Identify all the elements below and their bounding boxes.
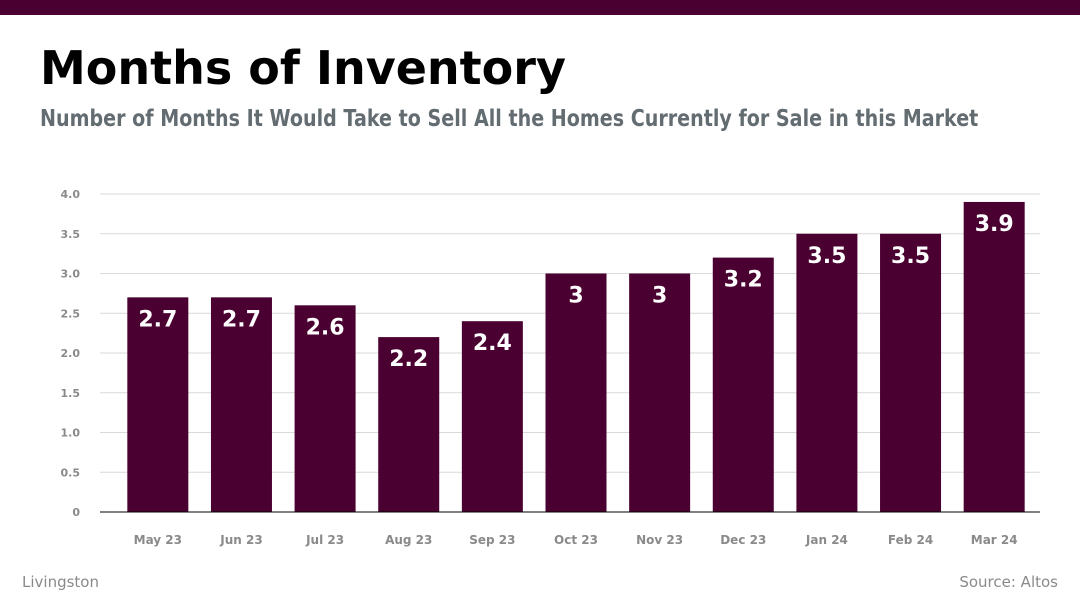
y-tick-label: 0 [72,506,80,519]
y-tick-label: 2.5 [61,307,81,320]
page-title: Months of Inventory [40,41,566,95]
data-label: 2.2 [389,347,428,372]
bar [712,257,774,512]
y-tick-label: 4.0 [61,188,81,201]
x-tick-label: Feb 24 [888,533,933,547]
y-tick-label: 1.0 [61,427,81,440]
y-tick-label: 1.5 [61,387,81,400]
y-axis-tick-labels: 0 0.5 1.0 1.5 2.0 2.5 3.0 3.5 4.0 [61,188,81,519]
x-tick-label: Nov 23 [636,533,683,547]
bar [796,233,858,512]
x-tick-label: Aug 23 [385,533,432,547]
x-tick-label: Jun 23 [219,533,262,547]
x-axis-tick-labels: May 23 Jun 23 Jul 23 Aug 23 Sep 23 Oct 23 Nov … [134,533,1018,547]
top-accent-band [0,0,1080,15]
x-tick-label: May 23 [134,533,182,547]
data-label: 3 [568,284,583,309]
bars [127,201,1025,512]
bar [127,297,189,512]
data-label: 3.5 [807,244,846,269]
y-tick-label: 3.5 [61,228,81,241]
data-label: 3.9 [975,212,1014,237]
data-label: 2.7 [138,307,177,332]
x-tick-label: Mar 24 [971,533,1018,547]
data-label: 3.5 [891,244,930,269]
data-label: 3.2 [724,268,763,293]
data-label: 2.6 [306,315,345,340]
footer-location: Livingston [22,573,99,591]
bar [294,305,356,512]
bar [629,273,691,512]
bar [378,337,440,512]
data-label: 3 [652,284,667,309]
y-tick-label: 2.0 [61,347,81,360]
data-label: 2.7 [222,307,261,332]
bar [880,233,942,512]
y-tick-label: 3.0 [61,268,81,281]
page-subtitle: Number of Months It Would Take to Sell A… [40,106,979,132]
bar [461,321,523,512]
x-tick-label: Sep 23 [469,533,515,547]
x-tick-label: Oct 23 [554,533,598,547]
data-label: 2.4 [473,331,512,356]
data-labels: 2.7 2.7 2.6 2.2 2.4 3 3 3.2 3.5 3.5 3.9 [138,212,1013,372]
bar [210,297,272,512]
bar [963,201,1025,512]
x-tick-label: Jul 23 [305,533,344,547]
bar [545,273,607,512]
footer-source: Source: Altos [959,573,1058,591]
x-tick-label: Dec 23 [720,533,766,547]
x-tick-label: Jan 24 [805,533,848,547]
y-tick-label: 0.5 [61,466,81,479]
